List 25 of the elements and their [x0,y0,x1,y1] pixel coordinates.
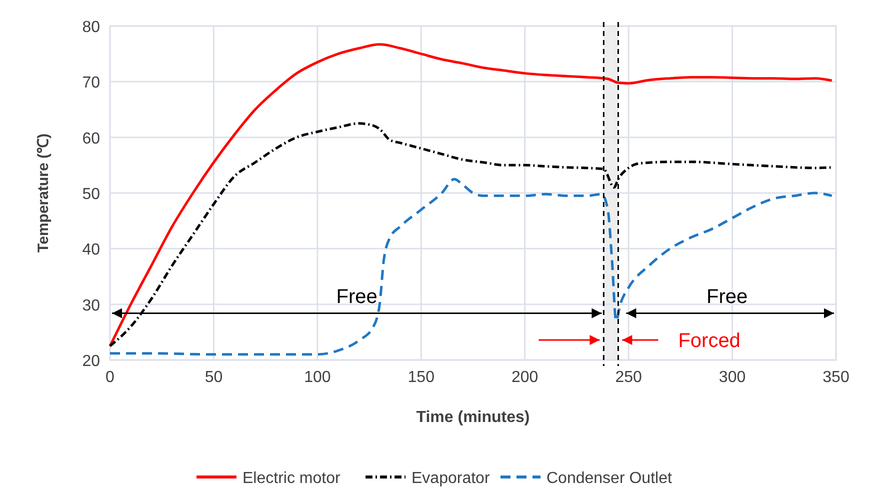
y-tick-label: 40 [82,242,100,259]
legend-label: Evaporator [412,470,490,487]
annotation: Forced [678,330,740,352]
x-tick-label: 200 [512,369,538,386]
legend-label: Electric motor [242,470,341,487]
x-tick-label: 150 [408,369,435,386]
x-tick-label: 300 [718,369,746,386]
x-tick-label: 50 [204,369,223,386]
line-series [108,43,834,348]
y-axis-title: Temperature (℃) [35,134,52,252]
legend-label: Condenser Outlet [546,470,672,487]
y-tick-label: 20 [82,353,100,370]
y-tick-label: 60 [82,130,100,148]
x-tick-label: 100 [304,369,331,386]
x-axis-title: Time (minutes) [416,409,530,426]
annotation: Free [336,286,378,308]
y-tick-label: 80 [82,19,100,36]
annotation: Free [706,286,748,308]
y-tick-label: 50 [82,186,100,203]
x-tick-label: 250 [615,369,642,386]
x-tick-label: 0 [106,369,115,386]
y-tick-label: 70 [82,74,100,92]
x-tick-label: 350 [822,369,850,386]
line-series [108,178,834,356]
y-tick-label: 30 [82,297,100,314]
